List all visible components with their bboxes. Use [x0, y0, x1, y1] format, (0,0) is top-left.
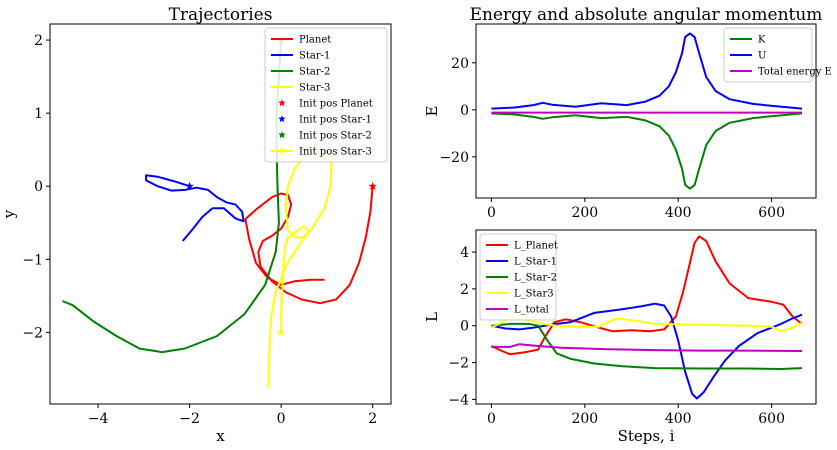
x-tick-label: 400: [665, 205, 692, 221]
y-tick-label: −2: [448, 356, 469, 372]
chart-title: Trajectories: [169, 5, 273, 25]
chart-title: Energy and absolute angular momentum: [470, 5, 823, 25]
series-line-l-star-1: [491, 302, 803, 400]
legend-label-u: U: [758, 51, 766, 62]
legend-label-l-total: L_total: [514, 305, 549, 316]
y-tick-label: 20: [451, 56, 469, 72]
series-line-star-3: [267, 150, 333, 388]
series-line-k: [491, 112, 803, 190]
y-tick-label: 2: [460, 282, 469, 298]
legend-box: [479, 233, 557, 321]
x-tick-label: 600: [758, 205, 785, 221]
legend-label-planet: Planet: [299, 35, 331, 46]
legend-label-l-star3: L_Star3: [514, 289, 554, 300]
y-tick-label: 2: [34, 33, 43, 49]
legend-label-init-pos-star-3: Init pos Star-3: [299, 147, 372, 158]
legend-label-init-pos-star-1: Init pos Star-1: [299, 115, 372, 126]
x-axis-label: x: [216, 427, 225, 445]
y-tick-label: −20: [439, 150, 469, 166]
x-tick-label: 200: [571, 411, 598, 427]
x-tick-label: 0: [487, 411, 496, 427]
panel-trajectories: −4 −2 0 2 −2 −1 0 1 2 Trajectories x y Planet Star-1 S…: [0, 5, 392, 445]
x-axis-label: Steps, i: [618, 427, 675, 445]
legend: L_Planet L_Star-1 L_Star-2 L_Star3 L_total: [479, 233, 558, 321]
x-tick-label: 600: [758, 411, 785, 427]
legend: Planet Star-1 Star-2 Star-3 Init pos Planet I…: [264, 27, 388, 163]
y-tick-label: −2: [22, 325, 43, 341]
y-tick-label: −1: [22, 252, 43, 268]
legend-label-k: K: [758, 35, 766, 46]
x-tick-label: 400: [665, 411, 692, 427]
series-line-u: [491, 32, 803, 110]
x-tick-label: 2: [368, 411, 377, 427]
y-tick-label: 4: [460, 245, 469, 261]
marker-init-pos-star-3: [276, 327, 286, 337]
x-tick-label: 0: [277, 411, 286, 427]
legend-marker-init-pos-star-2: [278, 131, 286, 139]
legend-label-init-pos-planet: Init pos Planet: [299, 99, 373, 110]
series-group: [491, 32, 803, 190]
series-group: [490, 235, 803, 400]
legend-label-star-3: Star-3: [299, 83, 330, 94]
y-tick-label: −4: [448, 392, 469, 408]
y-axis-label: L: [423, 312, 441, 322]
axes-frame: [475, 23, 817, 199]
legend-box: [264, 27, 388, 163]
marker-init-pos-planet: [368, 181, 377, 190]
legend-label-star-2: Star-2: [299, 67, 330, 78]
legend-label-total-energy-e: Total energy E: [758, 67, 832, 78]
axes-frame: [475, 229, 817, 405]
x-tick-label: 200: [571, 205, 598, 221]
series-line-star-1: [145, 174, 245, 242]
legend-marker-init-pos-planet: [278, 99, 286, 107]
y-tick-label: 0: [460, 319, 469, 335]
panel-energy: 0 200 400 600 −20 0 20 Energy and absolute angu…: [423, 5, 832, 221]
legend-label-l-star-2: L_Star-2: [514, 273, 557, 284]
y-tick-label: 0: [34, 179, 43, 195]
legend-label-l-planet: L_Planet: [514, 241, 558, 252]
x-tick-label: −4: [88, 411, 109, 427]
legend-label-l-star-1: L_Star-1: [514, 257, 557, 268]
x-tick-label: −2: [179, 411, 200, 427]
y-axis-label: y: [0, 209, 18, 219]
panel-angular: 0 200 400 600 −4 −2 0 2 4 Steps, i L L_Planet L_Star…: [423, 229, 817, 445]
x-tick-label: 0: [487, 205, 496, 221]
legend-label-star-1: Star-1: [299, 51, 330, 62]
legend-marker-init-pos-star-3: [278, 147, 286, 155]
series-line-star-2: [62, 40, 283, 354]
legend-marker-init-pos-star-1: [278, 115, 286, 123]
y-tick-label: 0: [460, 103, 469, 119]
series-line-l-star3: [490, 317, 803, 333]
marker-init-pos-star-1: [185, 181, 194, 190]
legend-box: [723, 27, 813, 83]
y-axis-label: E: [423, 106, 441, 117]
series-line-l-total: [491, 343, 803, 352]
legend: KU Total energy E: [723, 27, 832, 83]
y-tick-label: 1: [34, 106, 43, 122]
legend-label-init-pos-star-2: Init pos Star-2: [299, 131, 372, 142]
axes-frame: [49, 23, 392, 405]
series-line-l-star-2: [491, 322, 803, 370]
series-line-planet: [244, 186, 374, 305]
